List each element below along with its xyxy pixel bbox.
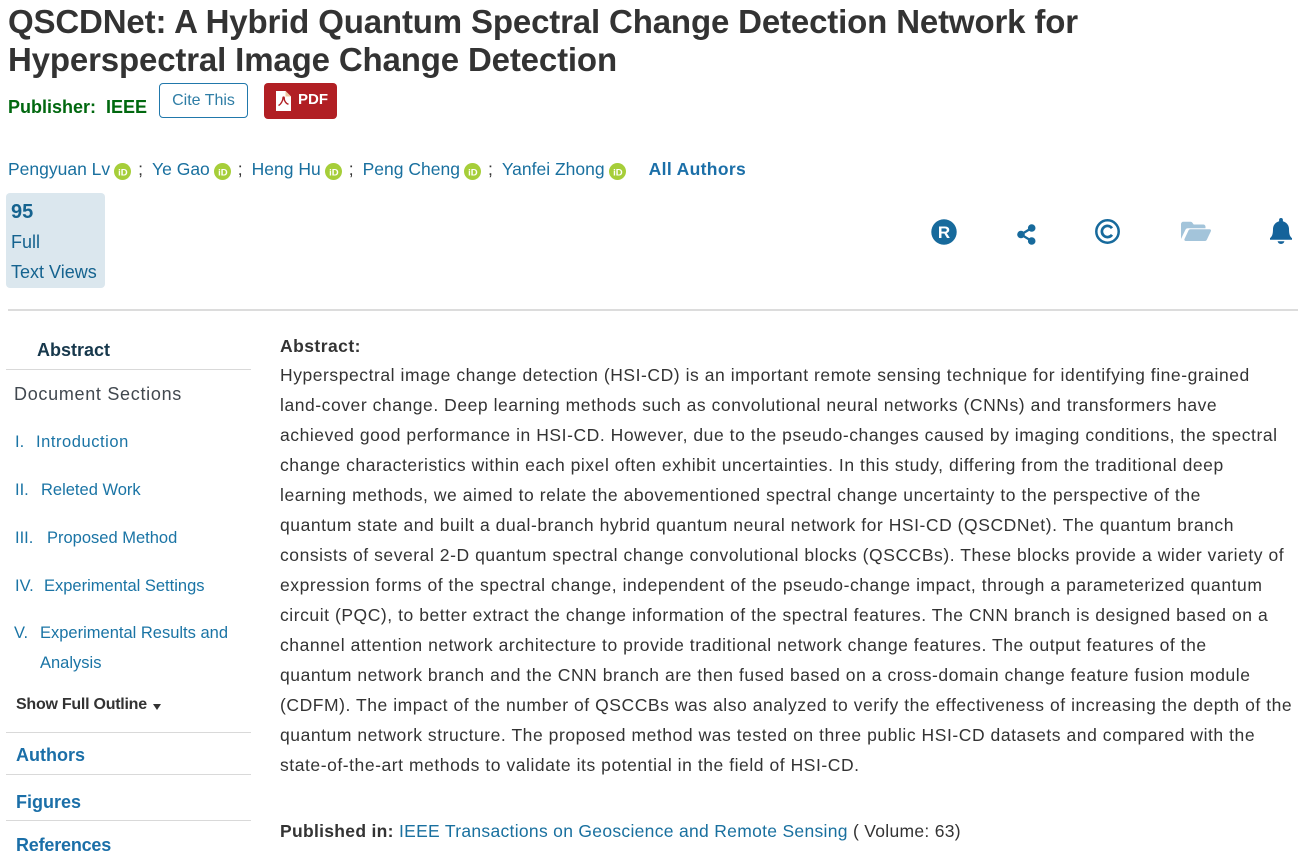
svg-text:iD: iD: [329, 167, 339, 178]
svg-text:R: R: [938, 223, 950, 242]
svg-text:iD: iD: [118, 167, 128, 178]
svg-text:iD: iD: [613, 167, 623, 178]
svg-text:iD: iD: [468, 167, 478, 178]
svg-text:iD: iD: [218, 167, 228, 178]
